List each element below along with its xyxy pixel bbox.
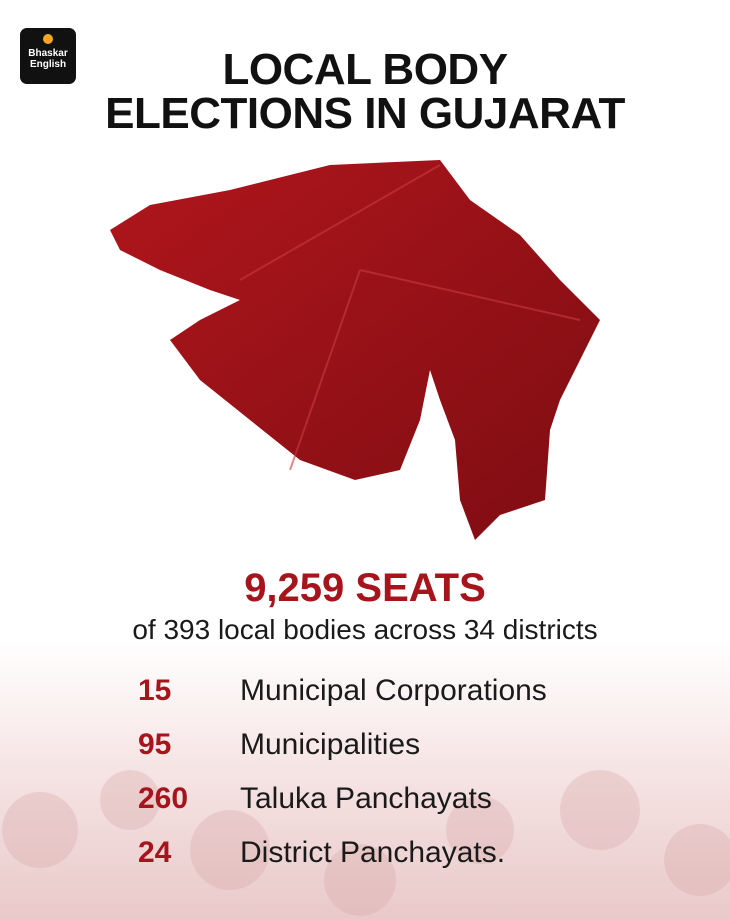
logo: Bhaskar English [20, 28, 76, 84]
item-count: 24 [138, 836, 172, 869]
list-item: 24 District Panchayats. [0, 836, 730, 876]
item-label: Municipalities [240, 728, 421, 761]
item-count: 15 [138, 674, 172, 707]
logo-text: English [29, 59, 67, 70]
title-line: LOCAL BODY [222, 45, 508, 94]
subtitle: of 393 local bodies across 34 districts [132, 614, 598, 645]
item-label: Taluka Panchayats [240, 782, 492, 815]
item-count: 260 [138, 782, 189, 815]
item-label: District Panchayats. [240, 836, 506, 869]
crowd-background [2, 770, 730, 916]
list-item: 15 Municipal Corporations [0, 674, 730, 714]
item-label: Municipal Corporations [240, 674, 547, 707]
headline: 9,259 SEATS [244, 566, 486, 610]
gujarat-map [110, 160, 600, 540]
logo-text: Bhaskar [28, 48, 68, 59]
list-item: 95 Municipalities [0, 728, 730, 768]
title: LOCAL BODY ELECTIONS IN GUJARAT [0, 48, 730, 136]
list-item: 260 Taluka Panchayats [0, 782, 730, 822]
title-line: ELECTIONS IN GUJARAT [105, 89, 625, 138]
item-count: 95 [138, 728, 172, 761]
